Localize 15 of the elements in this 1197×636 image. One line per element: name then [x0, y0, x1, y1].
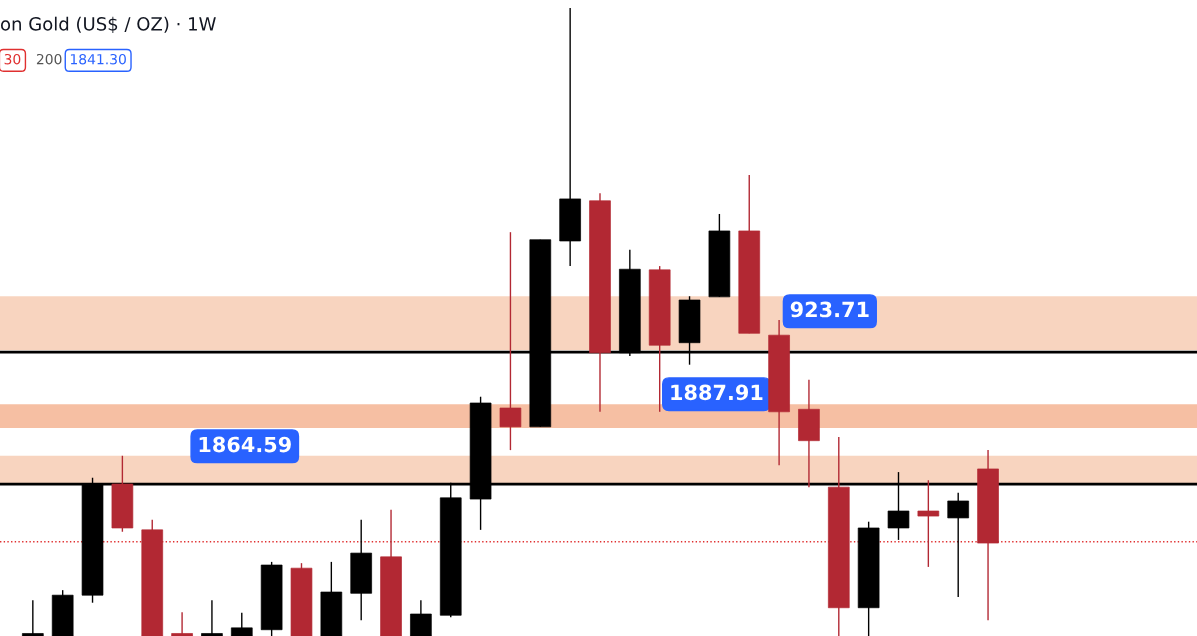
candlestick: [499, 231, 522, 451]
candlestick: [230, 612, 253, 636]
annotation: 1887.91: [671, 384, 763, 401]
annotation: 200: [36, 53, 62, 65]
annotation: 30: [4, 53, 21, 65]
annotation: 923.71: [790, 301, 869, 318]
candlestick: [410, 599, 432, 636]
candlestick: [201, 599, 223, 636]
annotation: 1864.59: [199, 436, 291, 453]
chart-title: on Gold (US$ / OZ) · 1W: [1, 16, 216, 34]
candlestick: [917, 479, 940, 568]
candlestick: [22, 599, 44, 636]
candlestick: [171, 611, 193, 636]
candlestick: [947, 492, 969, 598]
annotation: 1841.30: [70, 53, 126, 65]
